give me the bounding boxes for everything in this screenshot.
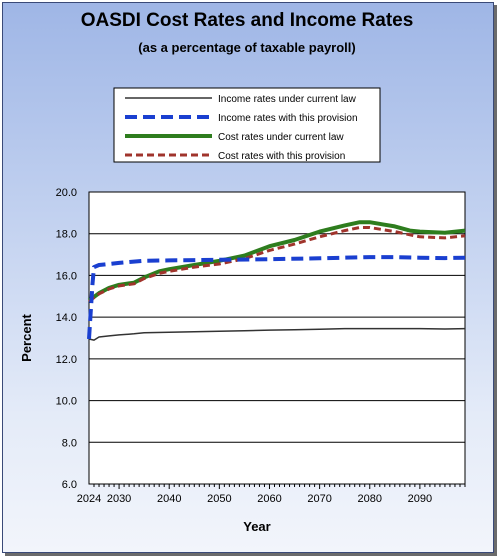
series-line bbox=[87, 255, 466, 340]
chart-subtitle: (as a percentage of taxable payroll) bbox=[138, 40, 356, 55]
y-tick-label: 18.0 bbox=[56, 229, 77, 241]
legend-label: Income rates with this provision bbox=[218, 113, 358, 124]
legend: Income rates under current law Income rat… bbox=[125, 94, 358, 162]
x-tick-labels: 2024 2030 2040 2050 2060 2070 2080 2090 bbox=[77, 484, 466, 505]
legend-label: Cost rates with this provision bbox=[218, 151, 345, 162]
y-tick-label: 12.0 bbox=[56, 354, 77, 366]
series-lines bbox=[87, 220, 466, 341]
y-tick-label: 16.0 bbox=[56, 270, 77, 282]
x-tick-label: 2080 bbox=[358, 493, 382, 505]
series-line bbox=[88, 226, 466, 303]
y-tick-labels: 20.0 18.0 16.0 14.0 12.0 10.0 8.0 6.0 bbox=[56, 187, 77, 491]
x-tick-label: 2070 bbox=[307, 493, 331, 505]
y-tick-label: 20.0 bbox=[56, 187, 77, 199]
chart-title: OASDI Cost Rates and Income Rates bbox=[80, 10, 414, 31]
x-tick-label: 2050 bbox=[207, 493, 231, 505]
y-tick-label: 8.0 bbox=[62, 437, 77, 449]
x-tick-label: 2030 bbox=[107, 493, 131, 505]
y-tick-label: 14.0 bbox=[56, 312, 77, 324]
y-tick-label: 10.0 bbox=[56, 396, 77, 408]
x-tick-label: 2090 bbox=[408, 493, 432, 505]
legend-box bbox=[113, 87, 381, 163]
plot-area bbox=[88, 191, 466, 485]
series-line bbox=[87, 220, 466, 303]
legend-label: Cost rates under current law bbox=[218, 132, 344, 143]
x-tick-label: 2024 bbox=[77, 493, 101, 505]
legend-label: Income rates under current law bbox=[218, 94, 357, 105]
y-axis-title: Percent bbox=[19, 313, 34, 361]
x-tick-label: 2060 bbox=[257, 493, 281, 505]
series-line bbox=[88, 327, 466, 341]
y-tick-label: 6.0 bbox=[62, 479, 77, 491]
x-axis-title: Year bbox=[243, 519, 270, 534]
x-tick-label: 2040 bbox=[157, 493, 181, 505]
